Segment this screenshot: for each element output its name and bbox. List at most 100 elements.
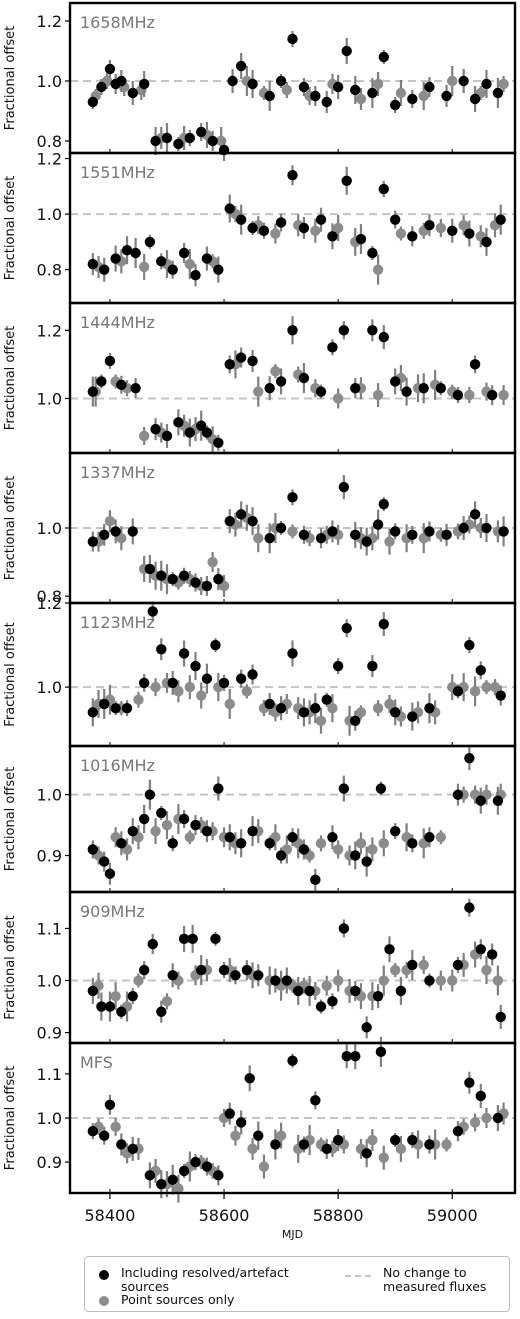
including-resolved-point [452, 1126, 464, 1137]
point-source-point [441, 1139, 452, 1150]
including-resolved-point [407, 711, 418, 722]
point-source-point [110, 990, 121, 1002]
including-resolved-point [213, 437, 224, 448]
including-resolved-point [452, 959, 464, 971]
including-resolved-point [156, 807, 167, 819]
y-tick-label: 1.2 [37, 594, 62, 613]
y-axis-label: Fractional offset [3, 26, 18, 130]
including-resolved-point [341, 1051, 352, 1062]
point-source-point [196, 690, 207, 701]
point-source-point [315, 838, 327, 849]
legend-marker-nochange [345, 1275, 371, 1277]
y-tick-label: 1.0 [37, 1109, 62, 1128]
point-source-point [498, 78, 509, 90]
including-resolved-point [156, 644, 167, 655]
y-tick-label: 1.2 [37, 150, 62, 169]
y-tick-label: 1.0 [37, 678, 62, 697]
including-resolved-point [150, 135, 161, 147]
point-source-point [253, 533, 264, 544]
including-resolved-point [213, 264, 224, 275]
including-resolved-point [150, 423, 161, 435]
including-resolved-point [389, 376, 401, 387]
including-resolved-point [110, 253, 121, 264]
x-tick-label: 58600 [199, 1206, 250, 1225]
legend-entry-including: Including resolved/artefact sources [99, 1266, 289, 1294]
including-resolved-point [458, 522, 469, 534]
legend-entry-point: Point sources only [99, 1293, 234, 1307]
including-resolved-point [469, 359, 481, 370]
including-resolved-point [441, 90, 452, 102]
point-source-point [378, 838, 389, 849]
including-resolved-point [87, 707, 99, 718]
including-resolved-point [372, 990, 384, 1002]
point-source-point [184, 832, 196, 843]
including-resolved-point [275, 702, 287, 714]
including-resolved-point [87, 985, 99, 997]
including-resolved-point [247, 515, 258, 527]
including-resolved-point [116, 1139, 127, 1150]
including-resolved-point [287, 170, 298, 181]
including-resolved-point [258, 225, 270, 236]
including-resolved-point [99, 698, 110, 710]
point-source-point [184, 681, 196, 693]
panel-label: 1123MHz [80, 613, 155, 632]
point-source-point [355, 93, 367, 105]
including-resolved-point [424, 702, 435, 714]
point-source-point [104, 515, 116, 527]
including-resolved-point [213, 783, 224, 794]
including-resolved-point [144, 563, 156, 575]
point-source-point [489, 681, 501, 693]
including-resolved-point [275, 850, 287, 861]
including-resolved-point [338, 783, 350, 794]
point-source-point [481, 964, 492, 976]
including-resolved-point [121, 245, 133, 256]
point-source-point [310, 225, 321, 236]
including-resolved-point [298, 222, 310, 234]
including-resolved-point [247, 825, 258, 837]
including-resolved-point [378, 618, 389, 630]
point-source-point [207, 556, 218, 568]
including-resolved-point [378, 498, 389, 510]
including-resolved-point [298, 1139, 310, 1150]
point-source-point [116, 533, 127, 544]
including-resolved-point [275, 75, 287, 87]
including-resolved-point [127, 825, 138, 837]
including-resolved-point [156, 1006, 167, 1017]
point-source-point [498, 389, 509, 401]
including-resolved-point [224, 203, 235, 214]
including-resolved-point [178, 648, 190, 659]
including-resolved-point [407, 231, 418, 242]
including-resolved-point [281, 975, 292, 986]
including-resolved-point [235, 214, 247, 225]
including-resolved-point [247, 78, 258, 90]
point-source-point [332, 975, 344, 986]
including-resolved-point [167, 970, 178, 981]
including-resolved-point [407, 959, 418, 971]
including-resolved-point [127, 990, 138, 1002]
point-source-point [355, 707, 367, 718]
y-tick-label: 1.1 [37, 919, 62, 938]
point-source-point [138, 430, 150, 442]
point-source-point [481, 1112, 492, 1124]
including-resolved-point [418, 383, 429, 394]
including-resolved-point [435, 383, 447, 394]
point-source-point [315, 715, 327, 726]
including-resolved-point [161, 132, 173, 144]
including-resolved-point [447, 225, 458, 236]
including-resolved-point [361, 536, 372, 547]
including-resolved-point [304, 985, 315, 997]
point-source-point [372, 389, 384, 401]
including-resolved-point [407, 1134, 418, 1146]
panel-label: 1551MHz [80, 163, 155, 182]
point-source-point [492, 975, 504, 986]
including-resolved-point [87, 536, 99, 547]
including-resolved-point [96, 376, 107, 387]
including-resolved-point [338, 923, 350, 934]
including-resolved-point [389, 707, 401, 718]
point-source-point [281, 84, 292, 96]
including-resolved-point [144, 1170, 156, 1181]
including-resolved-point [486, 949, 498, 960]
including-resolved-point [481, 236, 492, 248]
y-tick-label: 0.9 [37, 847, 62, 866]
including-resolved-point [464, 1077, 475, 1088]
